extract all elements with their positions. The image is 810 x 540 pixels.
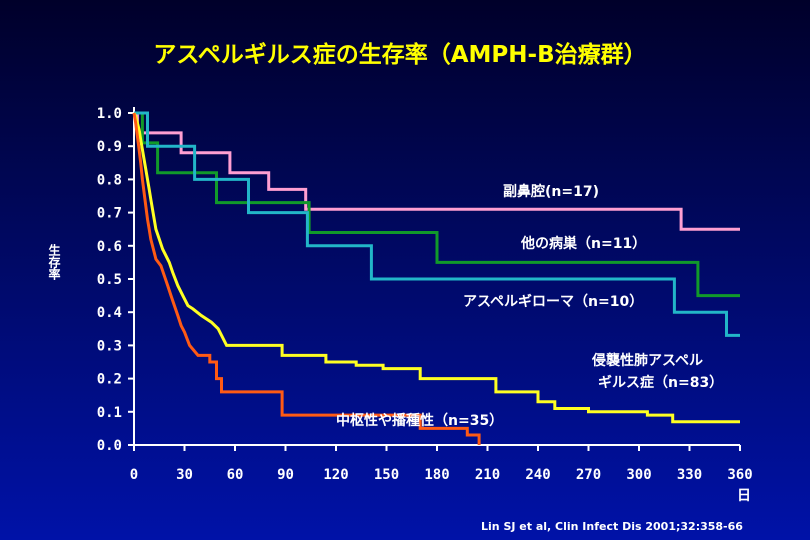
x-tick-label: 270 bbox=[576, 467, 601, 483]
series-lines bbox=[132, 111, 740, 445]
x-tick-label: 120 bbox=[323, 467, 348, 483]
y-tick-label: 0.3 bbox=[97, 338, 122, 354]
y-tick-label: 1.0 bbox=[97, 106, 122, 122]
y-tick-label: 0.9 bbox=[97, 139, 122, 155]
x-tick-label: 360 bbox=[727, 467, 752, 483]
x-tick-label: 210 bbox=[475, 467, 500, 483]
x-tick-label: 180 bbox=[424, 467, 449, 483]
x-tick-label: 60 bbox=[227, 467, 244, 483]
annotation-invasive-line1: 侵襲性肺アスペル bbox=[591, 352, 703, 369]
y-tick-label: 0.7 bbox=[97, 206, 122, 222]
y-tick-label: 0.5 bbox=[97, 272, 122, 288]
y-ticks: 0.0 0.1 0.2 0.3 0.4 0.5 0.6 0.7 0.8 0.9 1.0 bbox=[97, 106, 134, 454]
x-ticks: 0 30 60 90 120 150 180 210 240 270 300 330 360 bbox=[130, 445, 753, 483]
y-axis-label: 生存率 bbox=[47, 243, 61, 281]
annotation-invasive-line2: ギルス症（n=83） bbox=[598, 374, 723, 391]
x-tick-label: 300 bbox=[626, 467, 651, 483]
source-citation: Lin SJ et al, Clin Infect Dis 2001;32:35… bbox=[481, 520, 743, 533]
annotation-aspergilloma: アスペルギローマ（n=10） bbox=[463, 293, 643, 310]
y-tick-label: 0.2 bbox=[97, 372, 122, 388]
x-tick-label: 0 bbox=[130, 467, 138, 483]
x-tick-label: 150 bbox=[374, 467, 399, 483]
invasive-pulmonary-curve bbox=[132, 112, 740, 424]
y-tick-label: 0.6 bbox=[97, 239, 122, 255]
axes bbox=[133, 107, 740, 446]
y-tick-label: 0.0 bbox=[97, 438, 122, 454]
annotation-cns-disseminated: 中枢性や播種性（n=35） bbox=[336, 412, 503, 429]
x-tick-label: 240 bbox=[525, 467, 550, 483]
chart-title: アスペルギルス症の生存率（AMPH-B治療群） bbox=[153, 41, 646, 68]
sinus-curve bbox=[134, 111, 740, 231]
cns-disseminated-curve bbox=[132, 112, 481, 445]
x-axis-label: 日 bbox=[737, 488, 751, 504]
aspergilloma-curve bbox=[134, 111, 740, 337]
x-tick-label: 90 bbox=[277, 467, 294, 483]
x-tick-label: 30 bbox=[176, 467, 193, 483]
annotation-other-sites: 他の病巣（n=11） bbox=[520, 235, 646, 252]
y-tick-label: 0.4 bbox=[97, 305, 122, 321]
annotation-sinus: 副鼻腔(n=17) bbox=[503, 183, 599, 200]
x-tick-label: 330 bbox=[677, 467, 702, 483]
y-tick-label: 0.1 bbox=[97, 405, 122, 421]
other-sites-curve bbox=[134, 111, 740, 298]
y-tick-label: 0.8 bbox=[97, 172, 122, 188]
